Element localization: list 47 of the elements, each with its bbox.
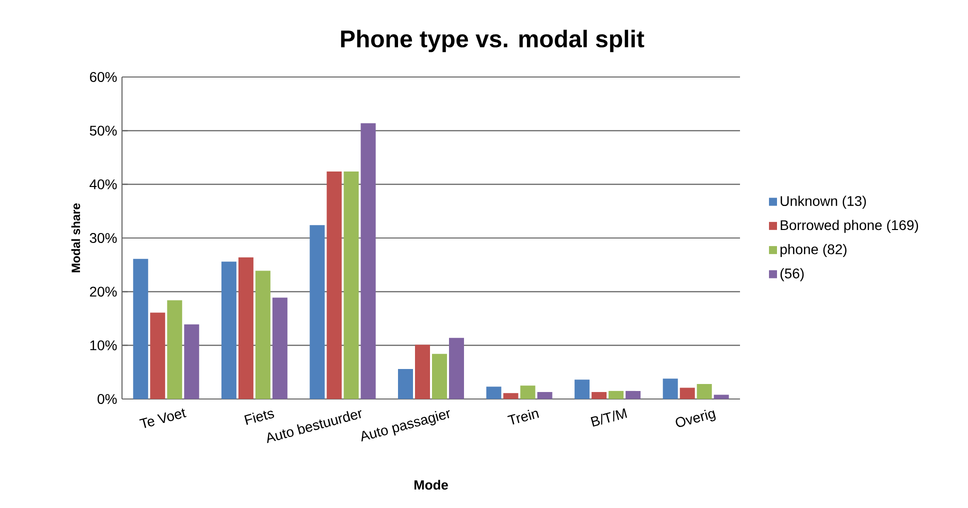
bar [360,123,376,399]
bar [398,368,413,399]
bar [167,300,182,399]
y-tick-label: 40% [90,179,117,190]
bar [449,338,464,399]
legend-label: (56) [780,268,804,282]
legend-label: phone (82) [780,244,846,258]
bar [344,171,359,399]
bar [592,392,607,399]
y-tick-label: 0% [98,394,117,404]
bar [432,354,447,399]
bar [696,384,712,399]
legend-label: Unknown (13) [780,196,866,209]
y-tick-label: 30% [90,233,117,243]
bar [574,380,590,399]
bar [608,390,624,399]
bar [310,225,325,399]
bar [537,392,552,399]
x-tick-label: Te Voet [139,408,186,428]
bar [503,393,518,399]
y-tick-label: 60% [90,72,117,82]
bar [184,324,200,399]
y-tick-label: 20% [90,286,117,297]
bar [238,257,254,399]
x-axis-title: Mode [414,480,448,490]
bar [486,386,502,399]
bar [133,258,148,399]
x-tick-label: Overig [676,410,716,427]
y-tick-label: 50% [90,126,117,136]
bar [662,378,678,399]
bar [272,298,288,399]
bar [415,344,430,399]
y-axis-title: Modal share [71,203,80,272]
bar [680,388,695,399]
bar [150,312,166,399]
bar [221,262,236,399]
legend-label: Borrowed phone (169) [780,220,918,233]
chart-title: Phone type vs. modal split [341,30,644,52]
x-tick-label: Fiets [244,410,274,425]
bar [714,394,729,399]
x-tick-label: Trein [507,410,540,424]
bar [255,270,270,399]
bar [326,171,342,399]
y-tick-label: 10% [90,340,117,350]
bar [626,390,641,399]
bar [520,386,536,399]
x-tick-label: B/T/M [590,408,628,427]
